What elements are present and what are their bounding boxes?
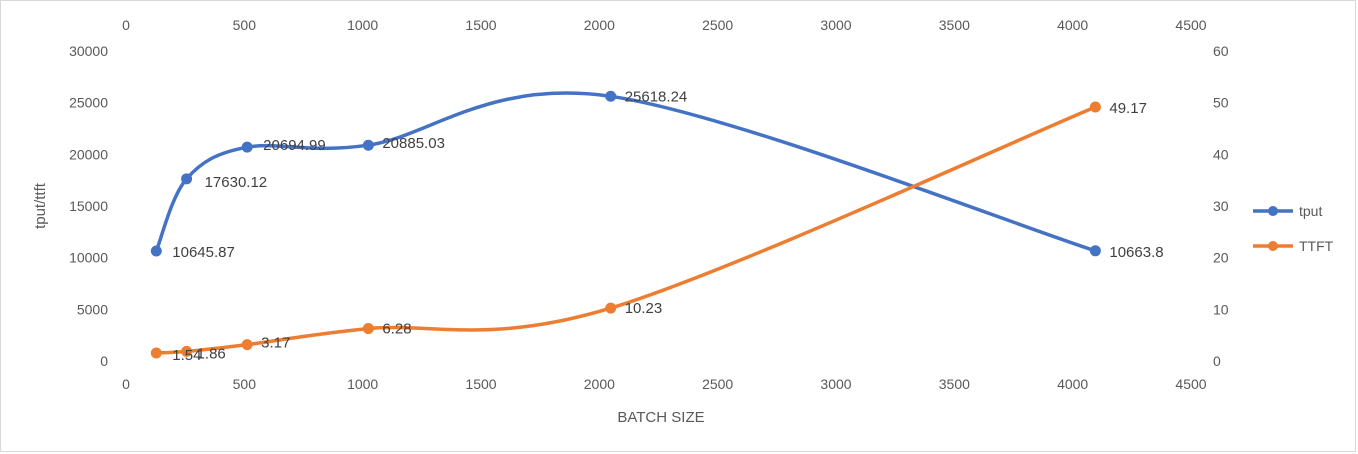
x-tick-label-top: 2000 bbox=[584, 17, 615, 33]
y-tick-label-left: 5000 bbox=[77, 301, 108, 317]
x-tick-label-bottom: 4500 bbox=[1175, 376, 1206, 392]
y-tick-label-right: 60 bbox=[1213, 43, 1229, 59]
y-tick-label-right: 0 bbox=[1213, 353, 1221, 369]
y-axis-title: tput/ttft bbox=[32, 182, 49, 229]
y-tick-label-left: 25000 bbox=[69, 95, 108, 111]
y-tick-label-right: 30 bbox=[1213, 198, 1229, 214]
y-tick-label-left: 20000 bbox=[69, 146, 108, 162]
data-point-tput bbox=[150, 245, 162, 257]
data-label-tput: 20694.99 bbox=[263, 137, 326, 154]
x-tick-label-bottom: 2500 bbox=[702, 376, 733, 392]
data-label-tput: 10663.8 bbox=[1109, 244, 1163, 261]
x-tick-label-bottom: 0 bbox=[122, 376, 130, 392]
y-tick-label-left: 15000 bbox=[69, 198, 108, 214]
data-point-ttft bbox=[362, 323, 374, 335]
y-tick-label-left: 10000 bbox=[69, 250, 108, 266]
legend-marker-tput bbox=[1268, 206, 1278, 216]
y-tick-label-right: 10 bbox=[1213, 301, 1229, 317]
legend-marker-ttft bbox=[1268, 241, 1278, 251]
y-tick-label-right: 50 bbox=[1213, 95, 1229, 111]
series-line-tput bbox=[154, 91, 1098, 253]
series-line-ttft bbox=[154, 105, 1098, 355]
x-tick-label-bottom: 3500 bbox=[939, 376, 970, 392]
x-tick-label-bottom: 1000 bbox=[347, 376, 378, 392]
data-point-ttft bbox=[150, 347, 162, 359]
data-point-tput bbox=[181, 173, 193, 185]
x-axis-title: BATCH SIZE bbox=[617, 409, 704, 426]
y-tick-label-right: 40 bbox=[1213, 146, 1229, 162]
data-label-ttft: 1.86 bbox=[197, 345, 226, 362]
label-layer: 10645.87 17630.12 20694.99 20885.03 25618.24… bbox=[172, 88, 1163, 364]
y-tick-label-left: 30000 bbox=[69, 43, 108, 59]
legend-label-tput: tput bbox=[1299, 203, 1322, 219]
legend: tput TTFT bbox=[1253, 203, 1334, 254]
x-tick-label-top: 1500 bbox=[465, 17, 496, 33]
data-point-tput bbox=[605, 90, 617, 102]
x-tick-label-top: 1000 bbox=[347, 17, 378, 33]
x-tick-label-bottom: 1500 bbox=[465, 376, 496, 392]
data-label-tput: 25618.24 bbox=[625, 88, 688, 105]
data-point-tput bbox=[362, 139, 374, 151]
data-point-tput bbox=[1089, 245, 1101, 257]
data-point-ttft bbox=[181, 345, 193, 357]
data-label-tput: 20885.03 bbox=[382, 135, 445, 152]
y-tick-label-right: 20 bbox=[1213, 250, 1229, 266]
data-point-ttft bbox=[241, 339, 253, 351]
data-point-tput bbox=[241, 141, 253, 153]
data-label-tput: 10645.87 bbox=[172, 244, 235, 261]
x-tick-label-top: 4000 bbox=[1057, 17, 1088, 33]
x-tick-label-bottom: 500 bbox=[233, 376, 257, 392]
x-tick-label-top: 2500 bbox=[702, 17, 733, 33]
data-point-ttft bbox=[1089, 101, 1101, 113]
series-layer bbox=[150, 90, 1101, 359]
x-tick-label-bottom: 4000 bbox=[1057, 376, 1088, 392]
legend-label-ttft: TTFT bbox=[1299, 238, 1334, 254]
x-tick-label-top: 4500 bbox=[1175, 17, 1206, 33]
x-tick-label-top: 0 bbox=[122, 17, 130, 33]
x-tick-label-top: 500 bbox=[233, 17, 257, 33]
data-label-ttft: 6.28 bbox=[382, 321, 411, 338]
y-tick-label-left: 0 bbox=[100, 353, 108, 369]
x-tick-label-top: 3000 bbox=[820, 17, 851, 33]
x-tick-label-bottom: 2000 bbox=[584, 376, 615, 392]
x-tick-label-top: 3500 bbox=[939, 17, 970, 33]
data-label-ttft: 10.23 bbox=[625, 300, 663, 317]
data-point-ttft bbox=[605, 302, 617, 314]
data-label-ttft: 49.17 bbox=[1109, 100, 1147, 117]
x-tick-label-bottom: 3000 bbox=[820, 376, 851, 392]
data-label-tput: 17630.12 bbox=[205, 174, 268, 191]
data-label-ttft: 3.17 bbox=[261, 335, 290, 352]
data-label-ttft: 1.54 bbox=[172, 347, 201, 364]
